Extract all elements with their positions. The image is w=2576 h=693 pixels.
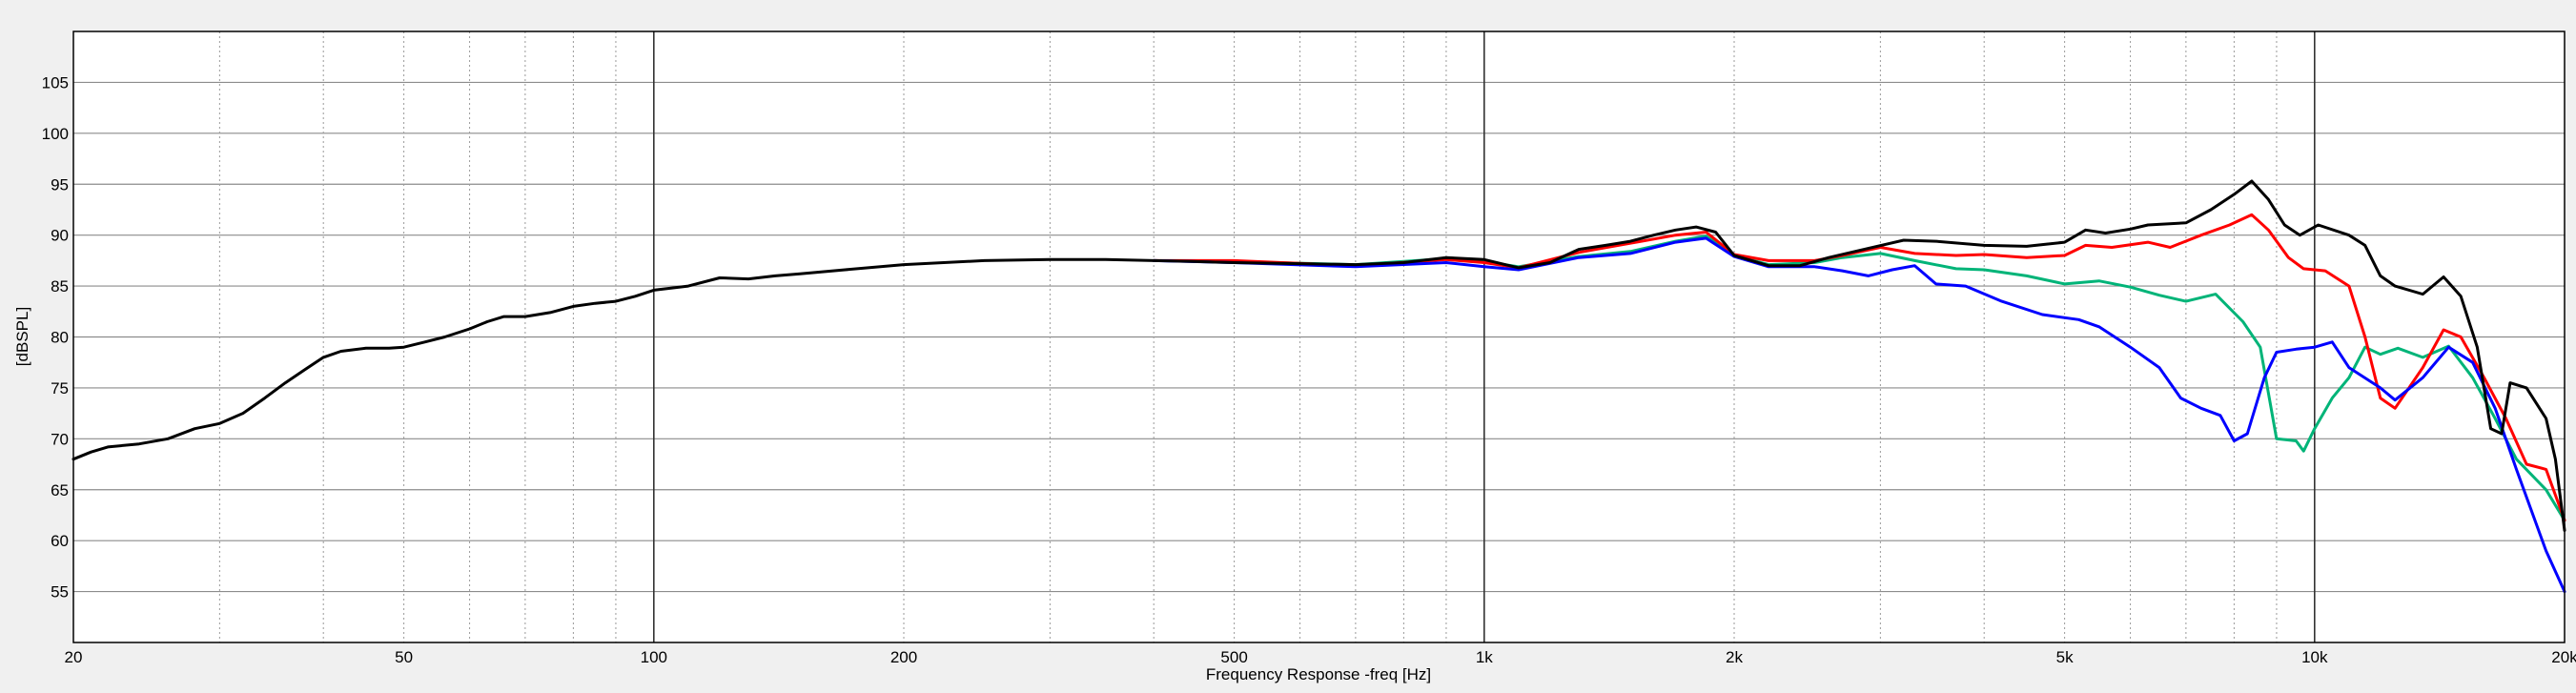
x-tick-label: 20k: [2551, 648, 2576, 666]
y-gridlines: [73, 81, 2565, 593]
x-tick-label: 500: [1220, 648, 1247, 666]
y-tick-label: 65: [51, 481, 69, 499]
x-axis-title: Frequency Response -freq [Hz]: [1206, 665, 1431, 683]
x-tick-label: 5k: [2056, 648, 2074, 666]
x-tick-label: 50: [395, 648, 413, 666]
x-tick-label: 10k: [2301, 648, 2328, 666]
y-tick-label: 90: [51, 227, 69, 245]
x-gridlines: [218, 31, 2316, 642]
series-line-2: [1152, 236, 2566, 594]
y-axis-title: [dBSPL]: [13, 307, 31, 366]
y-tick-label: 95: [51, 175, 69, 194]
y-tick-label: 105: [42, 73, 69, 92]
y-tick-label: 75: [51, 379, 69, 397]
y-tick-label: 60: [51, 532, 69, 550]
series-layer: [72, 179, 2566, 594]
x-tick-label: 1k: [1476, 648, 1493, 666]
y-tick-label: 55: [51, 583, 69, 601]
y-tick-label: 70: [51, 430, 69, 448]
x-tick-labels: 20 50 100 200 500 1k 2k 5k 10k 20k: [65, 648, 2576, 666]
series-line-1: [1152, 213, 2566, 522]
y-tick-label: 85: [51, 277, 69, 296]
series-line-0: [1152, 234, 2566, 522]
x-tick-label: 100: [641, 648, 667, 666]
y-tick-labels: 55 60 65 70 75 80 85 90 95 100 105: [42, 73, 69, 601]
x-tick-label: 2k: [1726, 648, 1743, 666]
y-tick-label: 80: [51, 329, 69, 347]
x-tick-label: 200: [890, 648, 917, 666]
plot-frame: [72, 31, 2566, 643]
y-tick-label: 100: [42, 125, 69, 143]
series-line-3: [72, 179, 2566, 532]
x-tick-label: 20: [65, 648, 83, 666]
